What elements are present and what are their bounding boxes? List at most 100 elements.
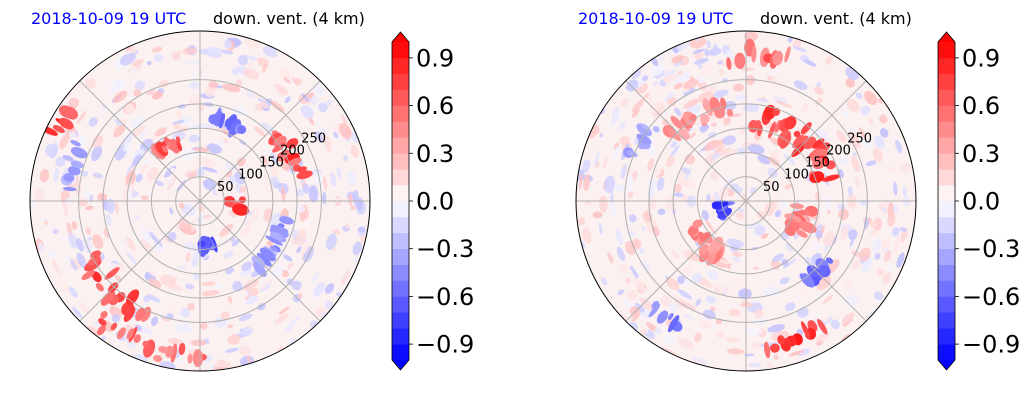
field-speckle — [185, 283, 195, 290]
field-speckle — [131, 154, 142, 168]
field-speckle — [872, 238, 882, 253]
colorbar-extend-min — [392, 360, 409, 370]
field-cell — [152, 354, 163, 363]
colorbar-tick-label: 0.3 — [962, 140, 1000, 168]
field-cell — [104, 267, 120, 280]
field-speckle — [604, 175, 615, 194]
field-speckle — [670, 144, 680, 158]
field-speckle — [227, 296, 233, 304]
field-speckle — [662, 119, 669, 125]
field-speckle — [684, 167, 692, 181]
field-cell — [789, 203, 805, 209]
field-speckle — [262, 114, 272, 124]
field-speckle — [338, 122, 352, 140]
field-speckle — [353, 257, 358, 263]
field-speckle — [151, 235, 163, 247]
colorbar-segment — [392, 328, 409, 345]
field-speckle — [888, 264, 893, 271]
field-cell — [178, 342, 186, 355]
field-speckle — [740, 67, 755, 72]
field-speckle — [694, 51, 704, 60]
field-cell — [678, 128, 690, 141]
field-speckle — [607, 252, 614, 264]
field-cell — [70, 147, 88, 159]
field-cell — [652, 125, 660, 133]
field-cell — [259, 247, 276, 262]
field-cell — [155, 141, 169, 156]
field-speckle — [892, 226, 900, 237]
field-speckle — [308, 117, 315, 126]
field-cell — [726, 108, 734, 117]
field-cell — [232, 203, 249, 216]
field-speckle — [582, 159, 591, 173]
field-speckle — [874, 135, 885, 149]
colorbar-tick-label: 0.3 — [416, 140, 454, 168]
field-speckle — [611, 106, 620, 117]
field-speckle — [731, 251, 743, 257]
field-cell — [97, 325, 106, 336]
colorbar-segment — [938, 248, 955, 265]
field-speckle — [830, 319, 840, 330]
field-cell — [734, 52, 746, 69]
field-speckle — [824, 195, 832, 212]
field-speckle — [81, 170, 88, 177]
field-speckle — [631, 98, 645, 113]
field-speckle — [717, 285, 735, 295]
field-cell — [126, 289, 140, 305]
field-speckle — [333, 132, 339, 139]
field-speckle — [642, 159, 649, 167]
field-speckle — [718, 68, 725, 76]
field-speckle — [139, 163, 147, 176]
field-speckle — [751, 342, 762, 350]
field-speckle — [739, 124, 745, 136]
field-speckle — [238, 313, 253, 322]
field-speckle — [794, 80, 808, 91]
field-speckle — [735, 94, 747, 101]
field-speckle — [699, 125, 707, 134]
field-speckle — [614, 184, 625, 193]
field-speckle — [587, 247, 597, 255]
field-speckle — [315, 131, 323, 143]
field-speckle — [242, 68, 260, 80]
field-speckle — [692, 356, 708, 365]
field-speckle — [867, 117, 874, 125]
field-cell — [237, 125, 247, 135]
field-speckle — [322, 133, 332, 148]
field-speckle — [899, 227, 908, 232]
colorbar-segment — [938, 57, 955, 75]
field-speckle — [187, 303, 195, 311]
field-speckle — [111, 314, 121, 323]
field-speckle — [287, 316, 301, 328]
field-speckle — [336, 166, 342, 180]
field-speckle — [618, 264, 628, 275]
field-speckle — [197, 123, 216, 129]
field-cell — [826, 160, 836, 170]
field-speckle — [855, 176, 860, 187]
radial-gridline — [625, 80, 747, 202]
field-speckle — [647, 157, 655, 171]
field-speckle — [673, 82, 683, 90]
field-speckle — [119, 53, 136, 66]
field-speckle — [643, 92, 650, 99]
radial-tick-label: 50 — [217, 180, 234, 195]
field-speckle — [291, 76, 301, 86]
field-speckle — [900, 163, 912, 173]
field-speckle — [701, 209, 710, 221]
colorbar-segment — [392, 73, 409, 90]
field-speckle — [874, 252, 881, 260]
field-speckle — [873, 217, 883, 231]
field-speckle — [752, 266, 760, 271]
field-speckle — [275, 313, 289, 324]
colorbar-segment — [938, 312, 955, 329]
field-speckle — [284, 96, 291, 104]
colorbar-segment — [392, 296, 409, 313]
field-cell — [651, 300, 660, 310]
field-speckle — [896, 252, 905, 268]
field-speckle — [671, 250, 680, 260]
field-cell — [252, 261, 267, 277]
field-speckle — [743, 103, 760, 113]
field-speckle — [742, 142, 749, 148]
field-cell — [755, 120, 762, 127]
colorbar-segment — [938, 344, 955, 361]
